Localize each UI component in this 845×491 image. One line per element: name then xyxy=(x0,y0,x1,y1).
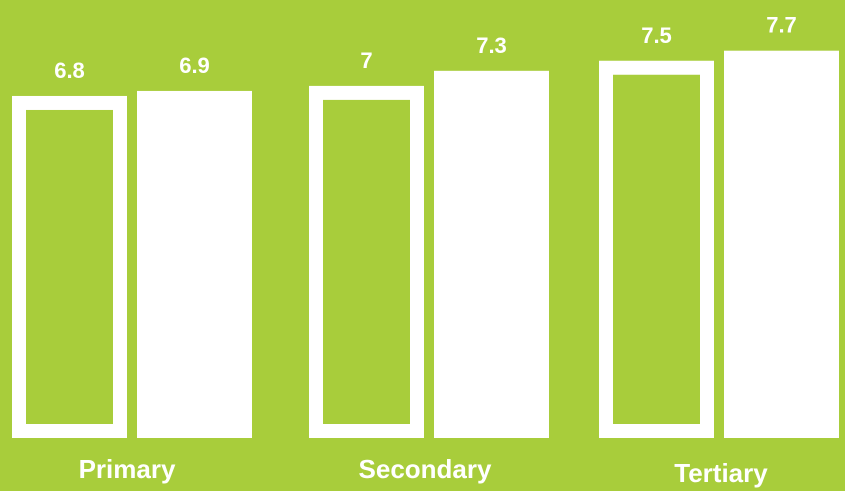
bar-secondary-series-2 xyxy=(434,70,549,438)
value-labels-layer: 6.8 6.9 7 7.3 7.5 7.7 xyxy=(54,13,797,83)
value-label-primary-series-2: 6.9 xyxy=(179,53,210,78)
bar-secondary-series-1 xyxy=(309,85,424,439)
category-label-primary: Primary xyxy=(79,454,176,484)
bar-tertiary-series-2 xyxy=(724,50,839,438)
bar-tertiary-series-1 xyxy=(599,60,714,438)
bar-primary-series-2 xyxy=(137,90,252,439)
value-label-secondary-series-2: 7.3 xyxy=(476,33,507,58)
category-label-secondary: Secondary xyxy=(359,454,492,484)
category-label-tertiary: Tertiary xyxy=(674,458,768,488)
value-label-primary-series-1: 6.8 xyxy=(54,58,85,83)
value-label-secondary-series-1: 7 xyxy=(360,48,372,73)
bars-layer xyxy=(12,50,839,439)
value-label-tertiary-series-1: 7.5 xyxy=(641,23,672,48)
value-label-tertiary-series-2: 7.7 xyxy=(766,13,797,38)
category-labels-layer: Primary Secondary Tertiary xyxy=(79,454,769,488)
bar-primary-series-1 xyxy=(12,95,127,439)
